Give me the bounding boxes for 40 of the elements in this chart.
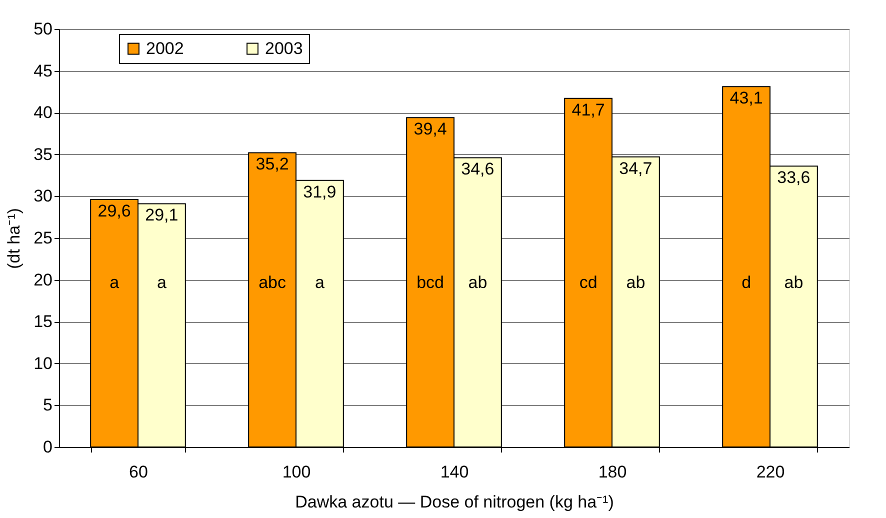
data-label: 39,4 [414, 120, 447, 139]
y-tick-label: 50 [34, 20, 52, 38]
data-label: 33,6 [777, 168, 810, 188]
x-tick-label: 60 [129, 462, 148, 482]
annotation: a [156, 273, 167, 292]
annotation: cd [579, 273, 598, 292]
y-tick-label: 15 [34, 312, 52, 332]
x-tick-label: 220 [756, 462, 785, 482]
y-tick-label: 45 [34, 61, 52, 80]
legend-label: 2002 [146, 38, 184, 58]
data-label: 31,9 [303, 182, 336, 202]
y-tick-label: 10 [34, 354, 52, 373]
data-label: 35,2 [256, 154, 289, 174]
y-tick-label: 35 [34, 144, 52, 164]
data-label: 34,7 [619, 158, 652, 178]
x-axis-title: Dawka azotu — Dose of nitrogen (kg ha⁻¹) [295, 492, 614, 512]
y-tick-label: 30 [34, 186, 52, 206]
y-tick-label: 0 [43, 438, 52, 456]
annotation: bcd [416, 273, 444, 292]
data-label: 34,6 [461, 160, 494, 179]
data-label: 43,1 [730, 88, 763, 108]
y-tick-label: 20 [34, 270, 52, 290]
annotation: a [110, 273, 120, 292]
data-label: 29,6 [98, 202, 131, 221]
annotation: ab [468, 273, 488, 292]
legend-label: 2003 [265, 38, 303, 58]
annotation: d [742, 273, 752, 292]
x-tick-label: 100 [282, 462, 311, 482]
y-tick-label: 5 [43, 396, 52, 415]
y-tick-label: 25 [34, 228, 52, 248]
data-label: 29,1 [145, 206, 178, 225]
annotation: a [314, 273, 325, 292]
x-tick-label: 140 [440, 462, 469, 482]
y-axis-title: (dt ha⁻¹) [4, 208, 24, 269]
annotation: ab [626, 273, 646, 292]
y-tick-label: 40 [34, 103, 52, 122]
x-tick-label: 180 [598, 462, 627, 482]
annotation: ab [784, 273, 804, 292]
data-label: 41,7 [572, 100, 605, 120]
annotation: abc [258, 273, 286, 292]
